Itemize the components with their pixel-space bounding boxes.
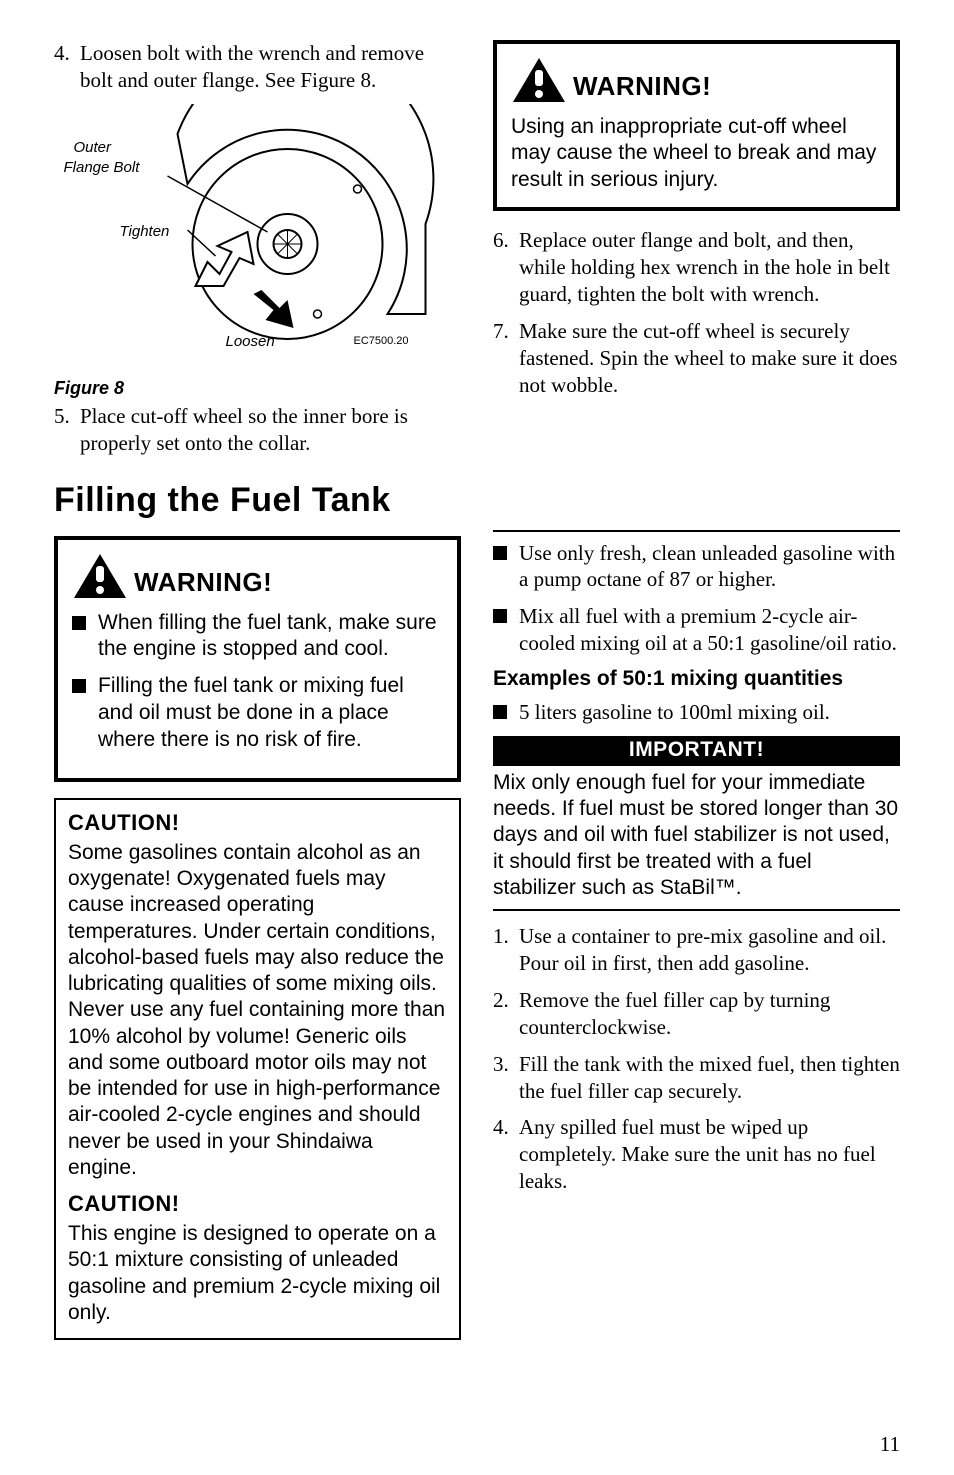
examples-heading: Examples of 50:1 mixing quantities (493, 667, 900, 691)
important-bar: IMPORTANT! (493, 736, 900, 766)
divider-1 (493, 530, 900, 532)
figure-8-caption: Figure 8 (54, 378, 461, 399)
left-steps-4: 4.Loosen bolt with the wrench and remove… (54, 40, 461, 94)
right-column-lower: Use only fresh, clean unleaded gasoline … (493, 530, 900, 1341)
fig-label-tighten: Tighten (120, 223, 170, 240)
warning-header: WARNING! (511, 56, 882, 104)
fig-label-loosen: Loosen (226, 333, 275, 350)
caution-2-title: CAUTION! (68, 1191, 447, 1217)
right-steps-1-4: 1.Use a container to pre-mix gasoline an… (493, 923, 900, 1195)
bullet-1: Mix all fuel with a premium 2-cycle air-… (493, 603, 900, 657)
step-6: 6.Replace outer flange and bolt, and the… (493, 227, 900, 308)
step-5: 5.Place cut-off wheel so the inner bore … (54, 403, 461, 457)
fig-label-flange: Flange Bolt (64, 159, 141, 176)
right-column-upper: WARNING! Using an inappropriate cut-off … (493, 40, 900, 467)
left-warning-title: WARNING! (134, 567, 272, 598)
warning-icon (511, 56, 567, 104)
important-body: Mix only enough fuel for your immediate … (493, 770, 900, 901)
left-column-lower: WARNING! When filling the fuel tank, mak… (54, 530, 461, 1341)
lower-columns: WARNING! When filling the fuel tank, mak… (54, 530, 900, 1341)
right-warning-box: WARNING! Using an inappropriate cut-off … (493, 40, 900, 211)
rstep-4: 4.Any spilled fuel must be wiped up comp… (493, 1114, 900, 1195)
example-bullets: 5 liters gasoline to 100ml mixing oil. (493, 699, 900, 726)
rstep-2: 2.Remove the fuel filler cap by turning … (493, 987, 900, 1041)
caution-box: CAUTION! Some gasolines contain alcohol … (54, 798, 461, 1340)
left-steps-5: 5.Place cut-off wheel so the inner bore … (54, 403, 461, 457)
caution-2-body: This engine is designed to operate on a … (68, 1221, 447, 1326)
right-steps-6-7: 6.Replace outer flange and bolt, and the… (493, 227, 900, 398)
caution-1-body: Some gasolines contain alcohol as an oxy… (68, 840, 447, 1181)
step-6-text: Replace outer flange and bolt, and then,… (519, 228, 890, 306)
upper-columns: 4.Loosen bolt with the wrench and remove… (54, 40, 900, 467)
rstep-4-text: Any spilled fuel must be wiped up comple… (519, 1115, 876, 1193)
figure-8-svg: Outer Flange Bolt Tighten Loosen EC7500.… (54, 104, 461, 374)
warning-icon (72, 552, 128, 600)
step-7-text: Make sure the cut-off wheel is securely … (519, 319, 897, 397)
right-bullets: Use only fresh, clean unleaded gasoline … (493, 540, 900, 658)
step-5-text: Place cut-off wheel so the inner bore is… (80, 404, 408, 455)
figure-8: Outer Flange Bolt Tighten Loosen EC7500.… (54, 104, 461, 399)
warning-body: Using an inappropriate cut-off wheel may… (511, 114, 882, 193)
rstep-3-text: Fill the tank with the mixed fuel, then … (519, 1052, 900, 1103)
page-number: 11 (880, 1432, 900, 1457)
rstep-1: 1.Use a container to pre-mix gasoline an… (493, 923, 900, 977)
step-4-text: Loosen bolt with the wrench and remove b… (80, 41, 424, 92)
left-warning-box: WARNING! When filling the fuel tank, mak… (54, 536, 461, 782)
step-7: 7.Make sure the cut-off wheel is securel… (493, 318, 900, 399)
rstep-2-text: Remove the fuel filler cap by turning co… (519, 988, 830, 1039)
fig-label-outer: Outer (74, 139, 113, 156)
rstep-1-text: Use a container to pre-mix gasoline and … (519, 924, 886, 975)
bullet-0: Use only fresh, clean unleaded gasoline … (493, 540, 900, 594)
step-4: 4.Loosen bolt with the wrench and remove… (54, 40, 461, 94)
divider-2 (493, 909, 900, 911)
warn-item-0: When filling the fuel tank, make sure th… (72, 610, 443, 664)
warn-item-1: Filling the fuel tank or mixing fuel and… (72, 673, 443, 754)
left-column-upper: 4.Loosen bolt with the wrench and remove… (54, 40, 461, 467)
fig-code: EC7500.20 (354, 335, 409, 347)
warning-title: WARNING! (573, 71, 711, 102)
caution-1-title: CAUTION! (68, 810, 447, 836)
example-bullet-0: 5 liters gasoline to 100ml mixing oil. (493, 699, 900, 726)
left-warning-header: WARNING! (72, 552, 443, 600)
left-warning-list: When filling the fuel tank, make sure th… (72, 610, 443, 754)
rstep-3: 3.Fill the tank with the mixed fuel, the… (493, 1051, 900, 1105)
section-heading: Filling the Fuel Tank (54, 481, 900, 520)
